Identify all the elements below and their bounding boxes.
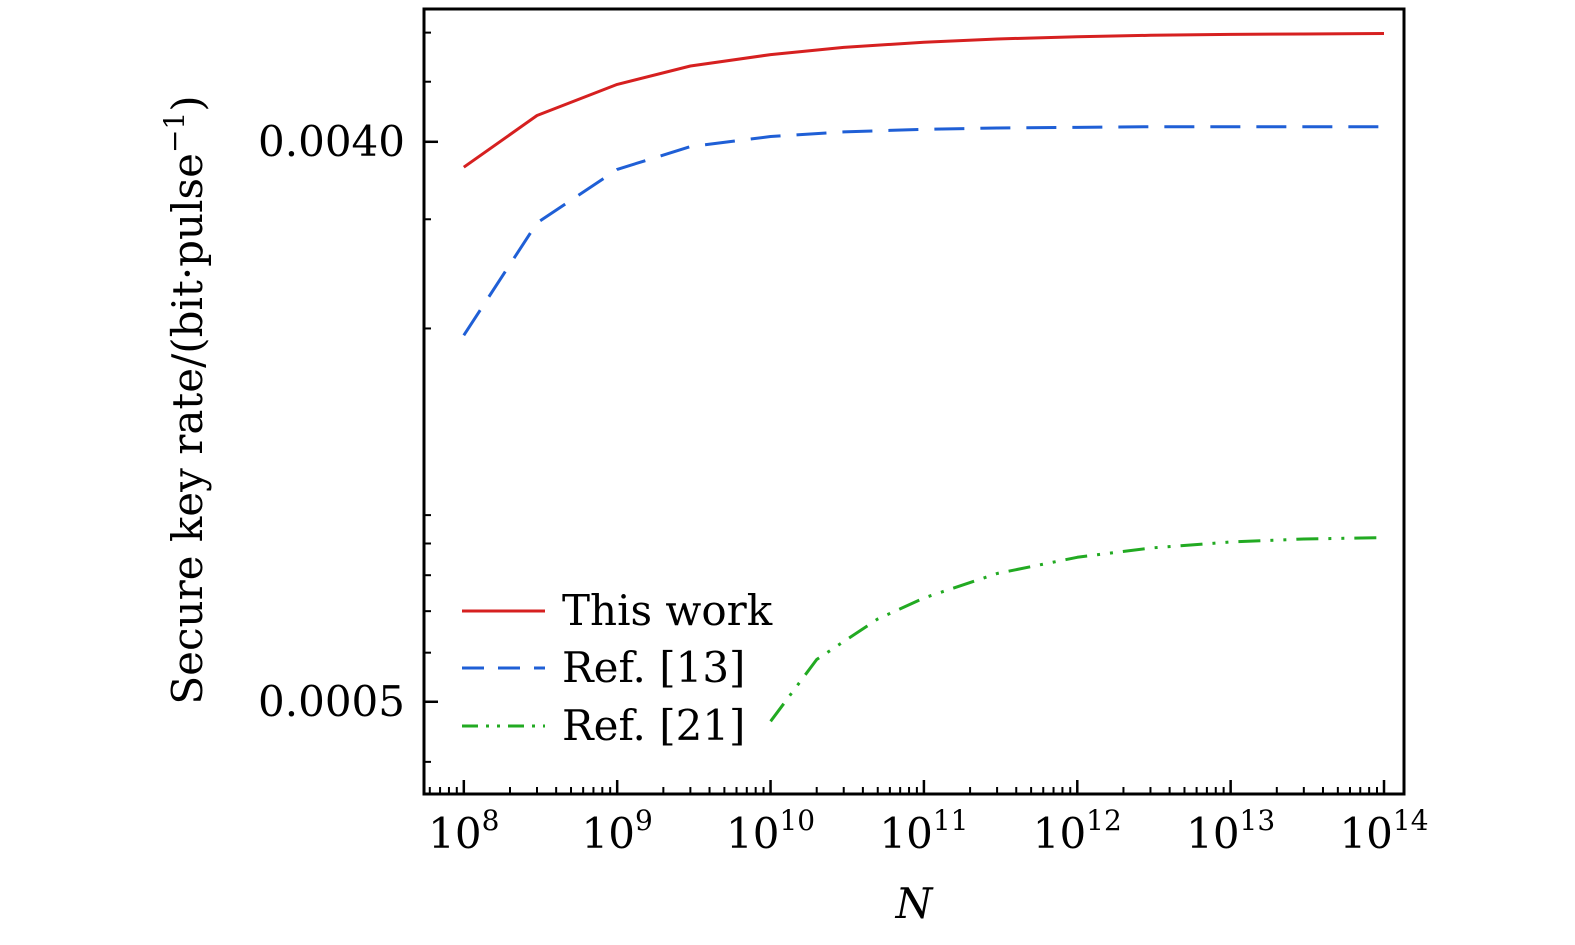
series-line-3 [769, 536, 1385, 723]
x-tick-label: 1013 [1186, 804, 1275, 858]
legend: This work Ref. [13] Ref. [21] [462, 586, 773, 750]
y-tick-label: 0.0040 [258, 117, 405, 166]
x-tick-label: 1010 [726, 804, 815, 858]
x-tick-label: 1014 [1339, 804, 1428, 858]
x-tick-label: 1012 [1033, 804, 1122, 858]
x-tick-label: 109 [582, 804, 653, 858]
ticks-layer [424, 31, 1386, 794]
x-tick-label: 1011 [879, 804, 968, 858]
series-line-1 [462, 32, 1385, 169]
legend-label-3: Ref. [21] [562, 701, 745, 750]
y-axis-title: Secure key rate/(bit·pulse−1) [158, 95, 212, 704]
legend-label-2: Ref. [13] [562, 643, 745, 692]
series-layer [462, 32, 1385, 723]
plot-frame [422, 7, 1406, 796]
y-tick-label: 0.0005 [258, 677, 405, 726]
labels-layer: 108 109 1010 1011 1012 1013 1014 0.0005 0.0040 N S… [158, 95, 1429, 928]
series-line-2 [462, 125, 1384, 337]
x-tick-label: 108 [428, 804, 499, 858]
legend-label-1: This work [562, 586, 773, 635]
x-axis-title: N [895, 879, 934, 928]
